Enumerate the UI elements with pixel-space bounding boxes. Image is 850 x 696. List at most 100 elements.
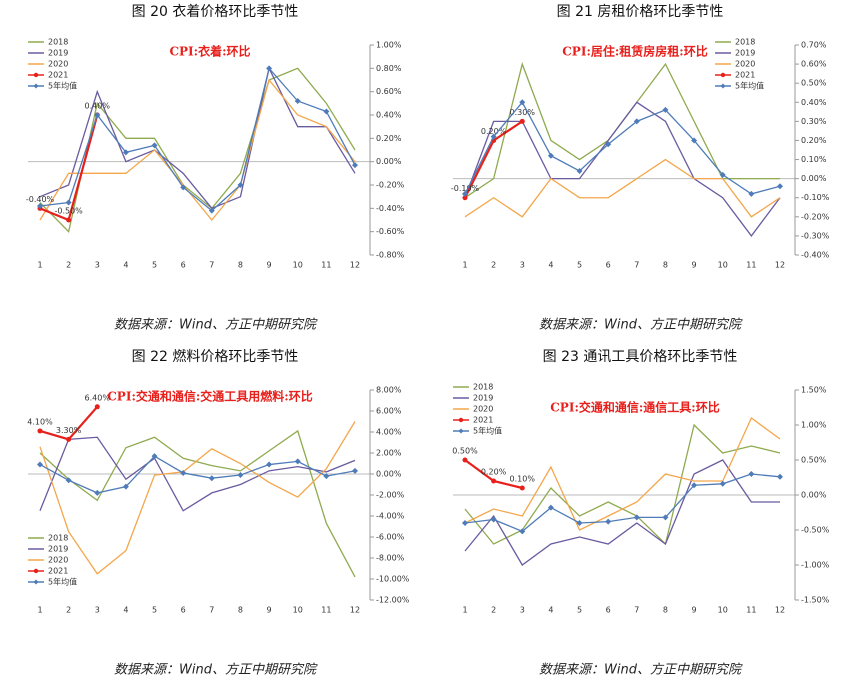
marker xyxy=(65,477,72,484)
x-tick-label: 2 xyxy=(491,606,496,615)
y-tick-label: -8.00% xyxy=(376,554,405,563)
marker xyxy=(662,514,669,521)
legend-label: 2021 xyxy=(473,416,493,425)
data-label: -0.10% xyxy=(451,184,480,193)
marker xyxy=(122,149,129,156)
chart: 图 21 房租价格环比季节性 CPI:居住:租赁房房租:环比数据来源：Wind、方… xyxy=(451,4,830,333)
series-line xyxy=(464,473,781,533)
y-tick-label: 0.50% xyxy=(801,79,827,88)
y-tick-label: 0.00% xyxy=(376,157,402,166)
legend-label: 2020 xyxy=(473,405,493,414)
marker xyxy=(519,99,526,106)
marker xyxy=(208,207,215,214)
x-tick-label: 11 xyxy=(746,261,756,270)
y-tick-label: 1.00% xyxy=(376,41,402,50)
y-tick-label: -0.40% xyxy=(801,251,830,260)
legend-marker xyxy=(720,72,726,78)
legend-label: 2019 xyxy=(735,49,755,58)
x-tick-label: 4 xyxy=(548,261,553,270)
y-tick-label: 0.70% xyxy=(801,41,827,50)
source: 数据来源：Wind、方正中期研究院 xyxy=(114,317,318,333)
marker xyxy=(576,520,583,526)
marker xyxy=(266,461,273,468)
marker xyxy=(519,118,525,124)
marker xyxy=(576,168,583,174)
chart-subtitle: CPI:交通和通信:通信工具:环比 xyxy=(550,400,719,415)
legend-marker xyxy=(458,428,464,434)
series-line xyxy=(39,429,356,578)
x-tick-label: 8 xyxy=(238,606,243,615)
x-tick-label: 2 xyxy=(491,261,496,270)
x-tick-label: 9 xyxy=(267,606,272,615)
y-tick-label: -2.00% xyxy=(376,491,405,500)
x-tick-label: 5 xyxy=(152,606,157,615)
y-tick-label: 0.60% xyxy=(801,60,827,69)
x-tick-label: 11 xyxy=(746,606,756,615)
series-line xyxy=(39,67,356,233)
legend-label: 2019 xyxy=(48,49,68,58)
marker xyxy=(37,428,43,434)
marker xyxy=(37,203,43,209)
series-line xyxy=(39,436,356,512)
y-tick-label: -0.80% xyxy=(376,251,405,260)
series-line xyxy=(39,455,356,494)
marker xyxy=(180,184,187,191)
x-tick-label: 7 xyxy=(209,261,214,270)
legend-marker xyxy=(33,568,39,574)
legend-label: 5年均值 xyxy=(48,577,77,587)
y-tick-label: -6.00% xyxy=(376,533,405,542)
data-label: 0.20% xyxy=(481,468,507,477)
y-tick-label: 8.00% xyxy=(376,386,402,395)
x-tick-label: 6 xyxy=(606,261,611,270)
marker xyxy=(719,480,726,487)
marker xyxy=(691,137,698,144)
data-label: 0.30% xyxy=(510,108,536,117)
marker xyxy=(777,473,783,480)
marker xyxy=(323,108,330,115)
y-tick-label: 0.20% xyxy=(801,136,827,145)
y-tick-label: -0.20% xyxy=(376,181,405,190)
chart-title: 图 22 燃料价格环比季节性 xyxy=(132,348,299,365)
x-tick-label: 2 xyxy=(66,261,71,270)
y-tick-label: 1.50% xyxy=(801,386,827,395)
x-tick-label: 10 xyxy=(293,261,303,270)
x-tick-label: 5 xyxy=(577,606,582,615)
y-tick-label: 0.80% xyxy=(376,64,402,73)
x-tick-label: 12 xyxy=(775,606,785,615)
series-line xyxy=(39,78,356,222)
legend-label: 5年均值 xyxy=(473,426,502,436)
y-tick-label: 0.40% xyxy=(801,98,827,107)
marker xyxy=(65,199,72,206)
marker xyxy=(237,472,244,479)
legend-label: 2021 xyxy=(735,71,755,80)
y-tick-label: 2.00% xyxy=(376,449,402,458)
y-tick-label: 0.40% xyxy=(376,111,402,120)
chart-subtitle: CPI:居住:租赁房房租:环比 xyxy=(562,44,707,59)
x-tick-label: 8 xyxy=(663,606,668,615)
chart: 图 23 通讯工具价格环比季节性 CPI:交通和通信:通信工具:环比数据来源：Wi… xyxy=(452,349,829,678)
y-tick-label: 0.50% xyxy=(801,456,827,465)
marker xyxy=(208,475,215,482)
x-tick-label: 10 xyxy=(293,606,303,615)
marker xyxy=(777,183,783,190)
legend-label: 5年均值 xyxy=(48,81,77,91)
marker xyxy=(748,471,755,477)
series-line xyxy=(464,417,781,531)
data-label: 0.50% xyxy=(452,447,478,456)
x-tick-label: 7 xyxy=(634,606,639,615)
legend-marker xyxy=(458,417,464,423)
y-tick-label: 0.30% xyxy=(801,117,827,126)
marker xyxy=(519,528,526,535)
x-tick-label: 9 xyxy=(267,261,272,270)
marker xyxy=(719,171,726,178)
x-tick-label: 1 xyxy=(37,606,42,615)
marker xyxy=(122,483,129,490)
marker xyxy=(237,182,244,188)
data-label: 0.10% xyxy=(510,475,536,484)
legend-label: 2018 xyxy=(473,383,493,392)
marker xyxy=(180,469,187,476)
marker xyxy=(748,190,755,197)
series-line xyxy=(464,101,781,195)
legend-label: 2019 xyxy=(473,394,493,403)
